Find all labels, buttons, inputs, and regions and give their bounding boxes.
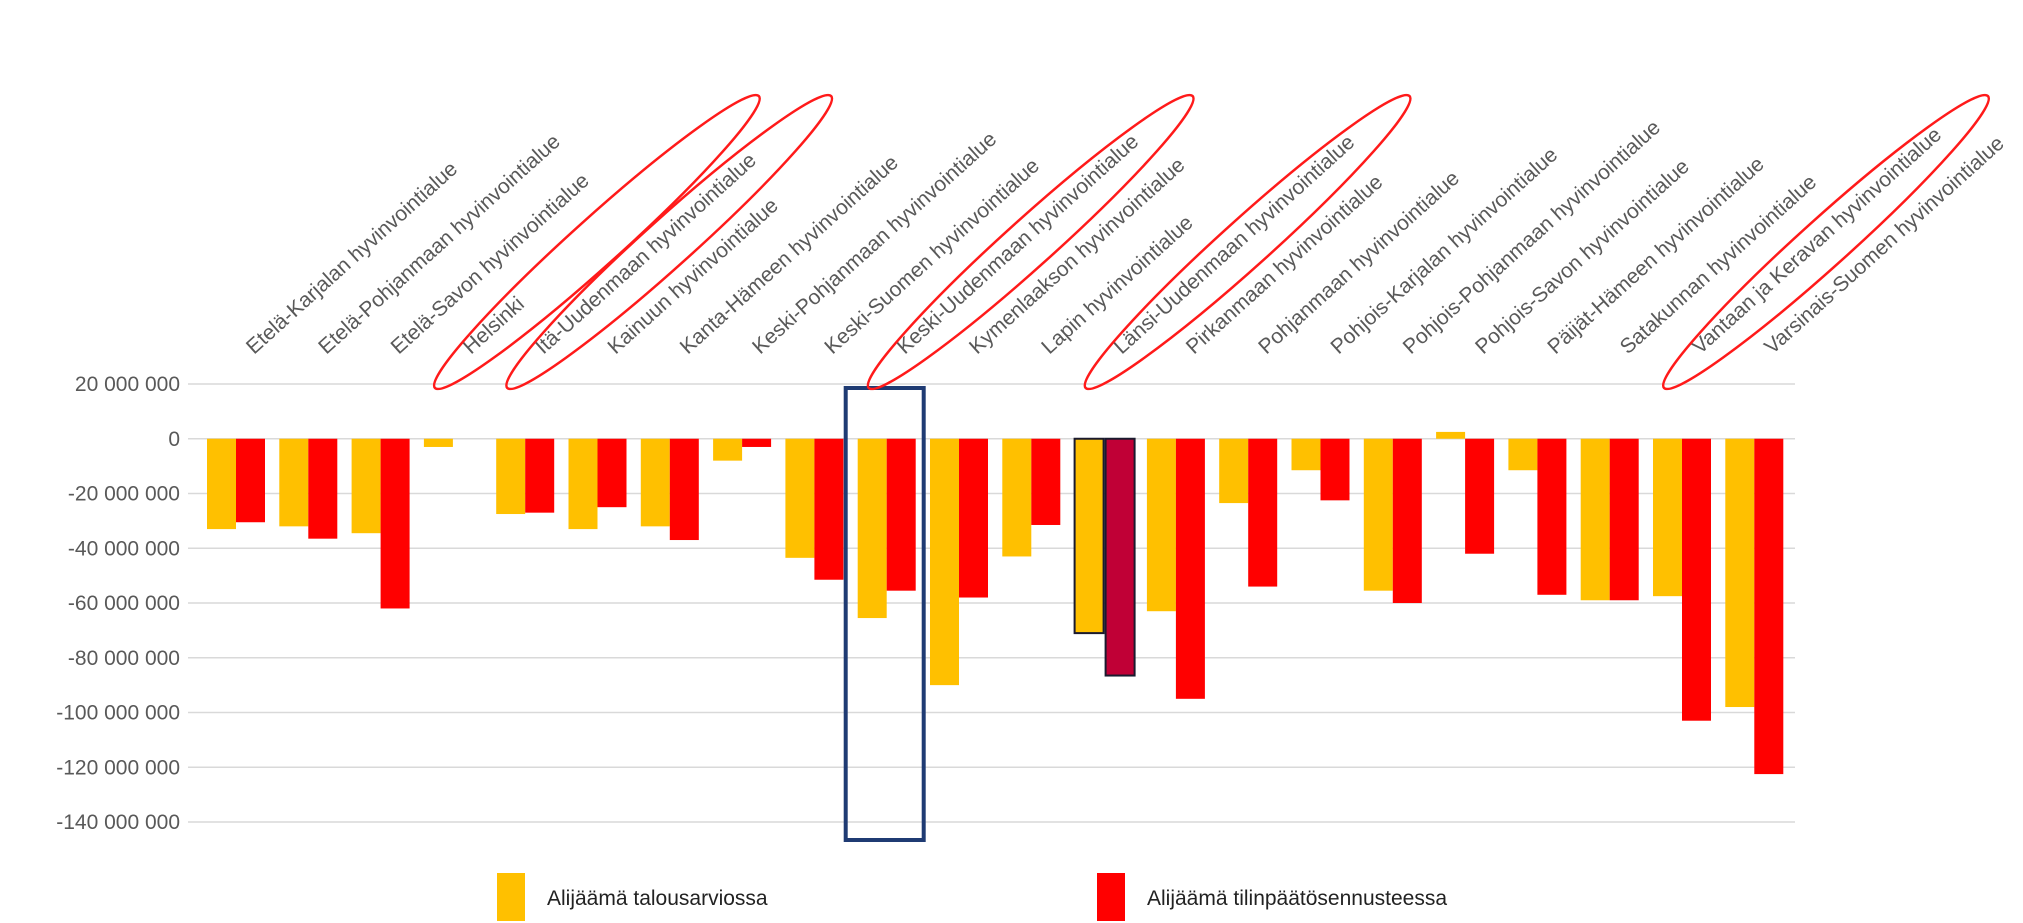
bar-tilinpaatosennuste-5 xyxy=(597,438,627,508)
bar-tilinpaatosennuste-20 xyxy=(1682,438,1711,721)
bar-tilinpaatosennuste-0 xyxy=(236,438,265,523)
bar-tilinpaatosennuste-7 xyxy=(742,438,772,447)
bar-tilinpaatosennuste-10 xyxy=(959,438,988,598)
legend-swatch-talousarvio xyxy=(497,873,525,921)
bar-tilinpaatosennuste-1 xyxy=(308,438,338,539)
y-tick-label: -40 000 000 xyxy=(68,537,180,560)
y-axis-tick-labels: 20 000 000 0 -20 000 000 -40 000 000 -60 000… xyxy=(56,373,180,834)
y-tick-label: -20 000 000 xyxy=(68,483,180,506)
bar-talousarvio-20 xyxy=(1653,438,1682,597)
bar-talousarvio-14 xyxy=(1219,438,1249,504)
bar-talousarvio-15 xyxy=(1291,438,1321,471)
bar-talousarvio-5 xyxy=(568,438,598,530)
bar-talousarvio-9 xyxy=(857,438,887,619)
bar-tilinpaatosennuste-19 xyxy=(1609,438,1639,601)
bar-talousarvio-0 xyxy=(207,438,236,530)
y-tick-label: -140 000 000 xyxy=(56,811,180,834)
bar-talousarvio-2 xyxy=(351,438,381,534)
category-label: Pohjois-Pohjanmaan hyvinvointialue xyxy=(1399,116,1665,359)
y-tick-label: -120 000 000 xyxy=(56,756,180,779)
legend: Alijäämä talousarviossa Alijäämä tilinpä… xyxy=(497,873,1447,921)
y-tick-label: -80 000 000 xyxy=(68,647,180,670)
bar-tilinpaatosennuste-6 xyxy=(669,438,699,541)
y-tick-label: 20 000 000 xyxy=(75,373,180,396)
bar-tilinpaatosennuste-13 xyxy=(1175,438,1205,699)
bar-talousarvio-10 xyxy=(930,438,959,686)
legend-swatch-tilinpaatosennuste xyxy=(1097,873,1125,921)
bars xyxy=(207,431,1784,775)
bar-tilinpaatosennuste-8 xyxy=(814,438,844,580)
bar-talousarvio-16 xyxy=(1363,438,1393,591)
highlight-ellipse xyxy=(505,93,834,391)
bar-tilinpaatosennuste-4 xyxy=(525,438,555,513)
bar-tilinpaatosennuste-9 xyxy=(886,438,916,591)
category-labels: Etelä-Karjalan hyvinvointialueEtelä-Pohj… xyxy=(242,116,2009,359)
bar-talousarvio-6 xyxy=(640,438,670,527)
bar-talousarvio-17 xyxy=(1436,431,1466,439)
bar-talousarvio-4 xyxy=(496,438,526,515)
bar-talousarvio-11 xyxy=(1002,438,1032,557)
gridlines xyxy=(188,383,1795,823)
bar-tilinpaatosennuste-14 xyxy=(1248,438,1278,587)
bar-talousarvio-3 xyxy=(423,438,453,447)
bar-tilinpaatosennuste-21 xyxy=(1754,438,1784,775)
y-tick-label: -100 000 000 xyxy=(56,702,180,725)
bar-talousarvio-8 xyxy=(785,438,815,558)
category-label: Helsinki xyxy=(459,292,529,358)
highlight-box xyxy=(843,386,926,842)
y-tick-label: 0 xyxy=(168,428,180,451)
highlight-ellipse xyxy=(1661,93,1991,391)
highlight-ellipse xyxy=(1083,93,1412,391)
bar-talousarvio-21 xyxy=(1725,438,1755,708)
bar-talousarvio-1 xyxy=(279,438,309,527)
bar-talousarvio-19 xyxy=(1580,438,1610,601)
annotations xyxy=(432,93,1991,842)
bar-talousarvio-13 xyxy=(1146,438,1176,612)
bar-talousarvio-7 xyxy=(713,438,743,461)
bar-tilinpaatosennuste-16 xyxy=(1392,438,1422,603)
bar-tilinpaatosennuste-11 xyxy=(1031,438,1061,525)
legend-label-talousarvio: Alijäämä talousarviossa xyxy=(547,887,768,910)
bar-tilinpaatosennuste-15 xyxy=(1320,438,1350,501)
y-tick-label: -60 000 000 xyxy=(68,592,180,615)
bar-tilinpaatosennuste-18 xyxy=(1537,438,1567,595)
bar-tilinpaatosennuste-12 xyxy=(1104,437,1136,677)
bar-tilinpaatosennuste-17 xyxy=(1465,438,1495,554)
legend-label-tilinpaatosennuste: Alijäämä tilinpäätösennusteessa xyxy=(1147,887,1447,910)
bar-talousarvio-12 xyxy=(1073,437,1105,635)
highlight-ellipse xyxy=(866,93,1195,391)
bar-talousarvio-18 xyxy=(1508,438,1538,471)
bar-tilinpaatosennuste-2 xyxy=(380,438,410,609)
